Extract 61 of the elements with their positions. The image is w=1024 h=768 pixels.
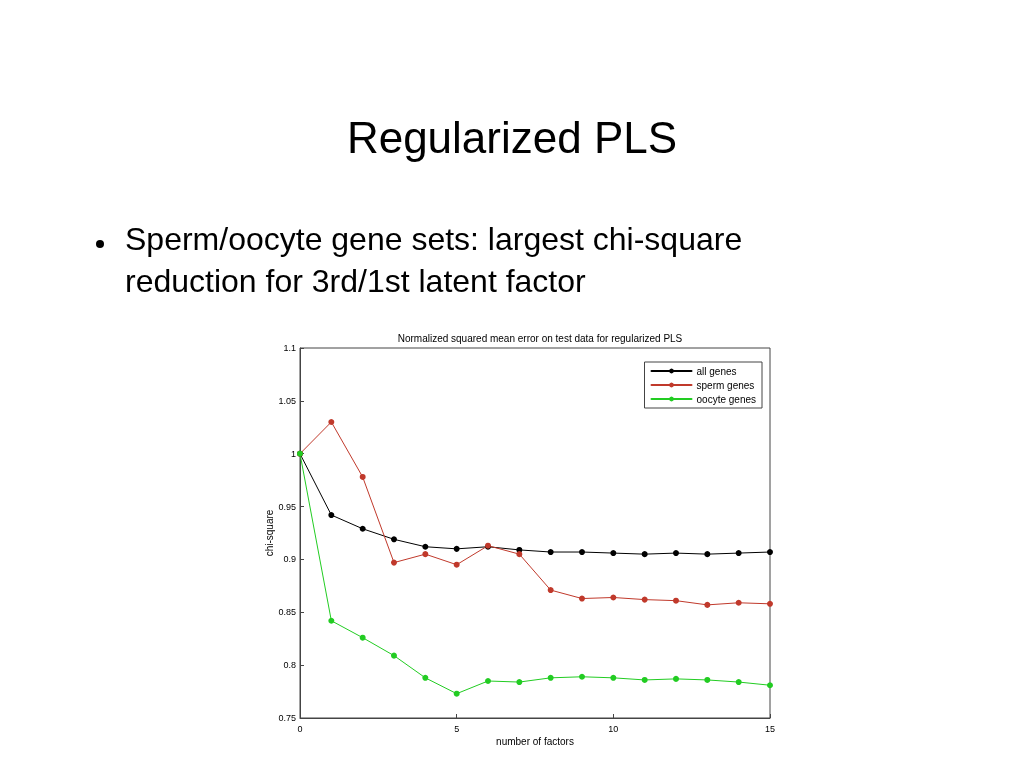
point bbox=[453, 545, 460, 552]
x-tick-label: 0 bbox=[297, 723, 303, 734]
point bbox=[453, 561, 460, 568]
point bbox=[579, 549, 585, 556]
point bbox=[516, 551, 523, 558]
point bbox=[641, 551, 648, 558]
point bbox=[735, 679, 742, 686]
point bbox=[547, 549, 554, 556]
point bbox=[735, 550, 742, 557]
legend-label: all genes bbox=[696, 365, 737, 377]
point bbox=[547, 674, 554, 681]
point bbox=[610, 550, 617, 557]
x-tick-label: 15 bbox=[764, 723, 776, 734]
y-axis-title: chi-square bbox=[264, 509, 276, 557]
point bbox=[391, 652, 397, 659]
point bbox=[453, 690, 460, 697]
point bbox=[767, 549, 773, 556]
chart-subtitle: Sperm/oocyte gene sets: largest chi-square reduction for 3rd/1st latent factor bbox=[125, 220, 744, 301]
y-tick-label: 0.95 bbox=[278, 501, 296, 512]
point bbox=[704, 676, 711, 683]
point bbox=[641, 596, 648, 603]
x-tick-label: 10 bbox=[608, 723, 619, 734]
point bbox=[704, 551, 711, 558]
point bbox=[328, 419, 335, 425]
point bbox=[673, 550, 679, 557]
point bbox=[673, 597, 679, 604]
y-tick-label: 1.1 bbox=[283, 343, 296, 353]
x-tick-label: 5 bbox=[454, 723, 460, 734]
y-tick-label: 1 bbox=[290, 448, 296, 459]
legend-label: oocyte genes bbox=[696, 393, 757, 405]
point bbox=[359, 473, 366, 480]
x-axis-title: number of factors bbox=[496, 735, 574, 747]
y-tick-label: 0.9 bbox=[283, 554, 296, 565]
point bbox=[391, 559, 397, 566]
point bbox=[359, 634, 366, 641]
point bbox=[767, 682, 773, 689]
point bbox=[422, 674, 429, 681]
point bbox=[422, 551, 429, 558]
legend-label: sperm genes bbox=[696, 379, 755, 391]
y-tick-label: 0.75 bbox=[278, 713, 296, 723]
point bbox=[359, 525, 366, 532]
point bbox=[422, 543, 429, 550]
point bbox=[767, 600, 773, 607]
y-tick-label: 0.85 bbox=[278, 607, 296, 618]
point bbox=[579, 595, 585, 602]
point bbox=[579, 673, 585, 680]
point bbox=[641, 676, 648, 683]
point bbox=[610, 674, 617, 681]
point bbox=[547, 587, 554, 594]
text: Normalized squared mean error on test data for regularized PLS bbox=[397, 332, 683, 344]
point bbox=[328, 617, 335, 624]
point bbox=[516, 679, 523, 686]
point bbox=[704, 601, 711, 608]
point bbox=[485, 678, 491, 684]
point bbox=[391, 536, 397, 543]
y-tick-label: 0.8 bbox=[283, 660, 296, 671]
point bbox=[735, 599, 742, 606]
point bbox=[673, 675, 679, 682]
chart-title: Regularized PLS bbox=[345, 113, 679, 163]
point bbox=[328, 512, 335, 519]
y-tick-label: 1.05 bbox=[278, 395, 296, 406]
